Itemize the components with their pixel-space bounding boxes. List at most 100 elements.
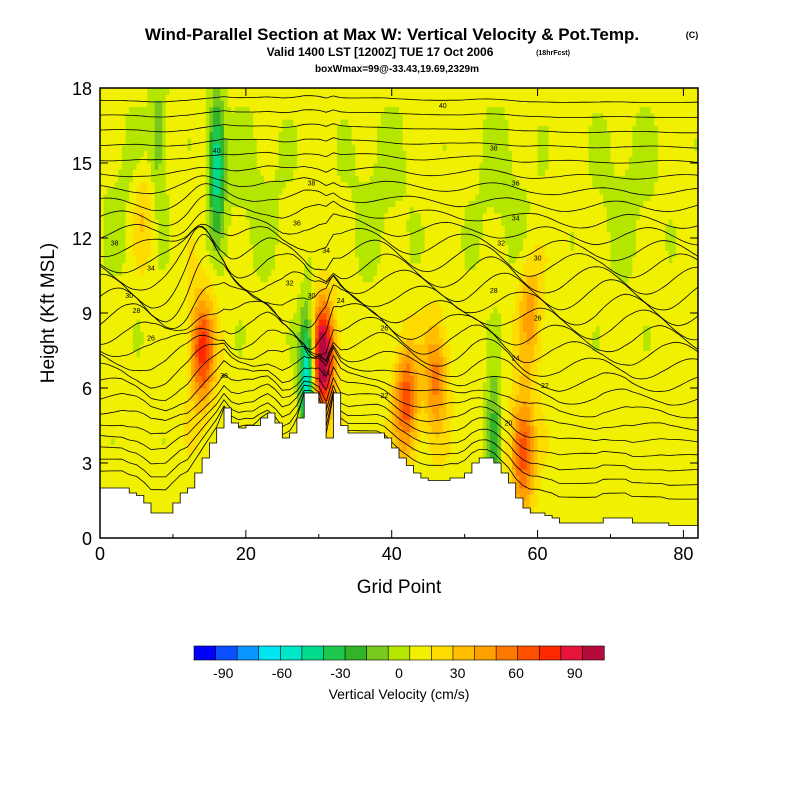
velocity-cell bbox=[169, 244, 174, 251]
velocity-cell bbox=[107, 231, 112, 239]
velocity-cell bbox=[205, 350, 210, 358]
velocity-cell bbox=[180, 388, 185, 395]
velocity-cell bbox=[304, 288, 309, 295]
velocity-cell bbox=[110, 244, 115, 251]
velocity-cell bbox=[256, 294, 261, 301]
velocity-cell bbox=[125, 400, 130, 408]
velocity-cell bbox=[176, 450, 181, 458]
velocity-cell bbox=[245, 344, 250, 351]
velocity-cell bbox=[107, 419, 112, 426]
velocity-cell bbox=[110, 381, 115, 389]
velocity-cell bbox=[216, 338, 221, 345]
velocity-cell bbox=[198, 294, 203, 301]
velocity-cell bbox=[304, 319, 309, 326]
velocity-cell bbox=[172, 219, 177, 226]
velocity-cell bbox=[242, 269, 247, 276]
velocity-cell bbox=[158, 238, 163, 245]
velocity-cell bbox=[238, 338, 243, 345]
velocity-cell bbox=[289, 200, 294, 208]
velocity-cell bbox=[183, 225, 188, 233]
velocity-cell bbox=[100, 94, 105, 101]
velocity-cell bbox=[245, 138, 250, 145]
velocity-cell bbox=[180, 244, 185, 251]
velocity-cell bbox=[165, 119, 170, 126]
velocity-cell bbox=[187, 363, 192, 370]
velocity-cell bbox=[289, 400, 294, 408]
velocity-cell bbox=[103, 294, 108, 301]
velocity-cell bbox=[245, 188, 250, 195]
velocity-cell bbox=[132, 200, 137, 208]
velocity-cell bbox=[289, 175, 294, 183]
velocity-cell bbox=[169, 119, 174, 126]
velocity-cell bbox=[271, 206, 276, 214]
velocity-cell bbox=[337, 219, 342, 226]
velocity-cell bbox=[275, 344, 280, 351]
velocity-cell bbox=[187, 294, 192, 301]
velocity-cell bbox=[132, 181, 137, 189]
velocity-cell bbox=[151, 175, 156, 183]
velocity-cell bbox=[216, 238, 221, 245]
velocity-cell bbox=[202, 250, 207, 258]
velocity-cell bbox=[285, 225, 291, 233]
velocity-cell bbox=[249, 113, 254, 120]
velocity-cell bbox=[307, 100, 312, 108]
velocity-cell bbox=[183, 88, 188, 95]
velocity-cell bbox=[333, 338, 338, 345]
velocity-cell bbox=[278, 125, 283, 133]
velocity-cell bbox=[318, 181, 323, 189]
velocity-cell bbox=[198, 381, 203, 389]
velocity-cell bbox=[340, 325, 345, 333]
velocity-cell bbox=[205, 325, 210, 333]
velocity-cell bbox=[296, 200, 301, 208]
velocity-cell bbox=[315, 194, 320, 201]
velocity-cell bbox=[187, 150, 192, 158]
velocity-cell bbox=[253, 231, 258, 239]
velocity-cell bbox=[293, 338, 298, 345]
velocity-cell bbox=[267, 231, 272, 239]
velocity-cell bbox=[234, 219, 239, 226]
velocity-cell bbox=[151, 213, 156, 220]
velocity-cell bbox=[194, 313, 199, 320]
velocity-cell bbox=[264, 100, 269, 108]
velocity-cell bbox=[216, 213, 221, 220]
velocity-cell bbox=[147, 313, 152, 320]
velocity-cell bbox=[187, 194, 192, 201]
velocity-cell bbox=[216, 344, 221, 351]
velocity-cell bbox=[136, 263, 141, 270]
velocity-cell bbox=[107, 275, 112, 283]
velocity-cell bbox=[118, 125, 123, 133]
velocity-cell bbox=[275, 419, 280, 426]
velocity-cell bbox=[337, 338, 342, 345]
velocity-cell bbox=[293, 375, 298, 383]
velocity-cell bbox=[318, 138, 323, 145]
velocity-cell bbox=[275, 206, 280, 214]
velocity-cell bbox=[231, 419, 236, 426]
velocity-cell bbox=[275, 381, 280, 389]
velocity-cell bbox=[213, 406, 218, 414]
velocity-cell bbox=[293, 288, 298, 295]
velocity-cell bbox=[275, 350, 280, 358]
velocity-cell bbox=[271, 238, 276, 245]
velocity-cell bbox=[103, 94, 108, 101]
velocity-cell bbox=[191, 88, 196, 95]
velocity-cell bbox=[205, 231, 210, 239]
velocity-cell bbox=[253, 88, 258, 95]
velocity-cell bbox=[256, 238, 261, 245]
velocity-cell bbox=[191, 106, 196, 114]
velocity-cell bbox=[103, 175, 108, 183]
velocity-cell bbox=[125, 88, 130, 95]
velocity-cell bbox=[347, 206, 352, 214]
velocity-cell bbox=[227, 200, 232, 208]
velocity-cell bbox=[114, 363, 119, 370]
velocity-cell bbox=[285, 306, 291, 314]
velocity-cell bbox=[151, 119, 156, 126]
velocity-cell bbox=[121, 294, 126, 301]
velocity-cell bbox=[187, 431, 192, 439]
velocity-cell bbox=[165, 356, 170, 364]
velocity-cell bbox=[267, 169, 272, 176]
velocity-cell bbox=[245, 350, 250, 358]
velocity-cell bbox=[191, 306, 196, 314]
velocity-cell bbox=[311, 169, 316, 176]
velocity-cell bbox=[165, 144, 170, 151]
velocity-cell bbox=[278, 250, 283, 258]
